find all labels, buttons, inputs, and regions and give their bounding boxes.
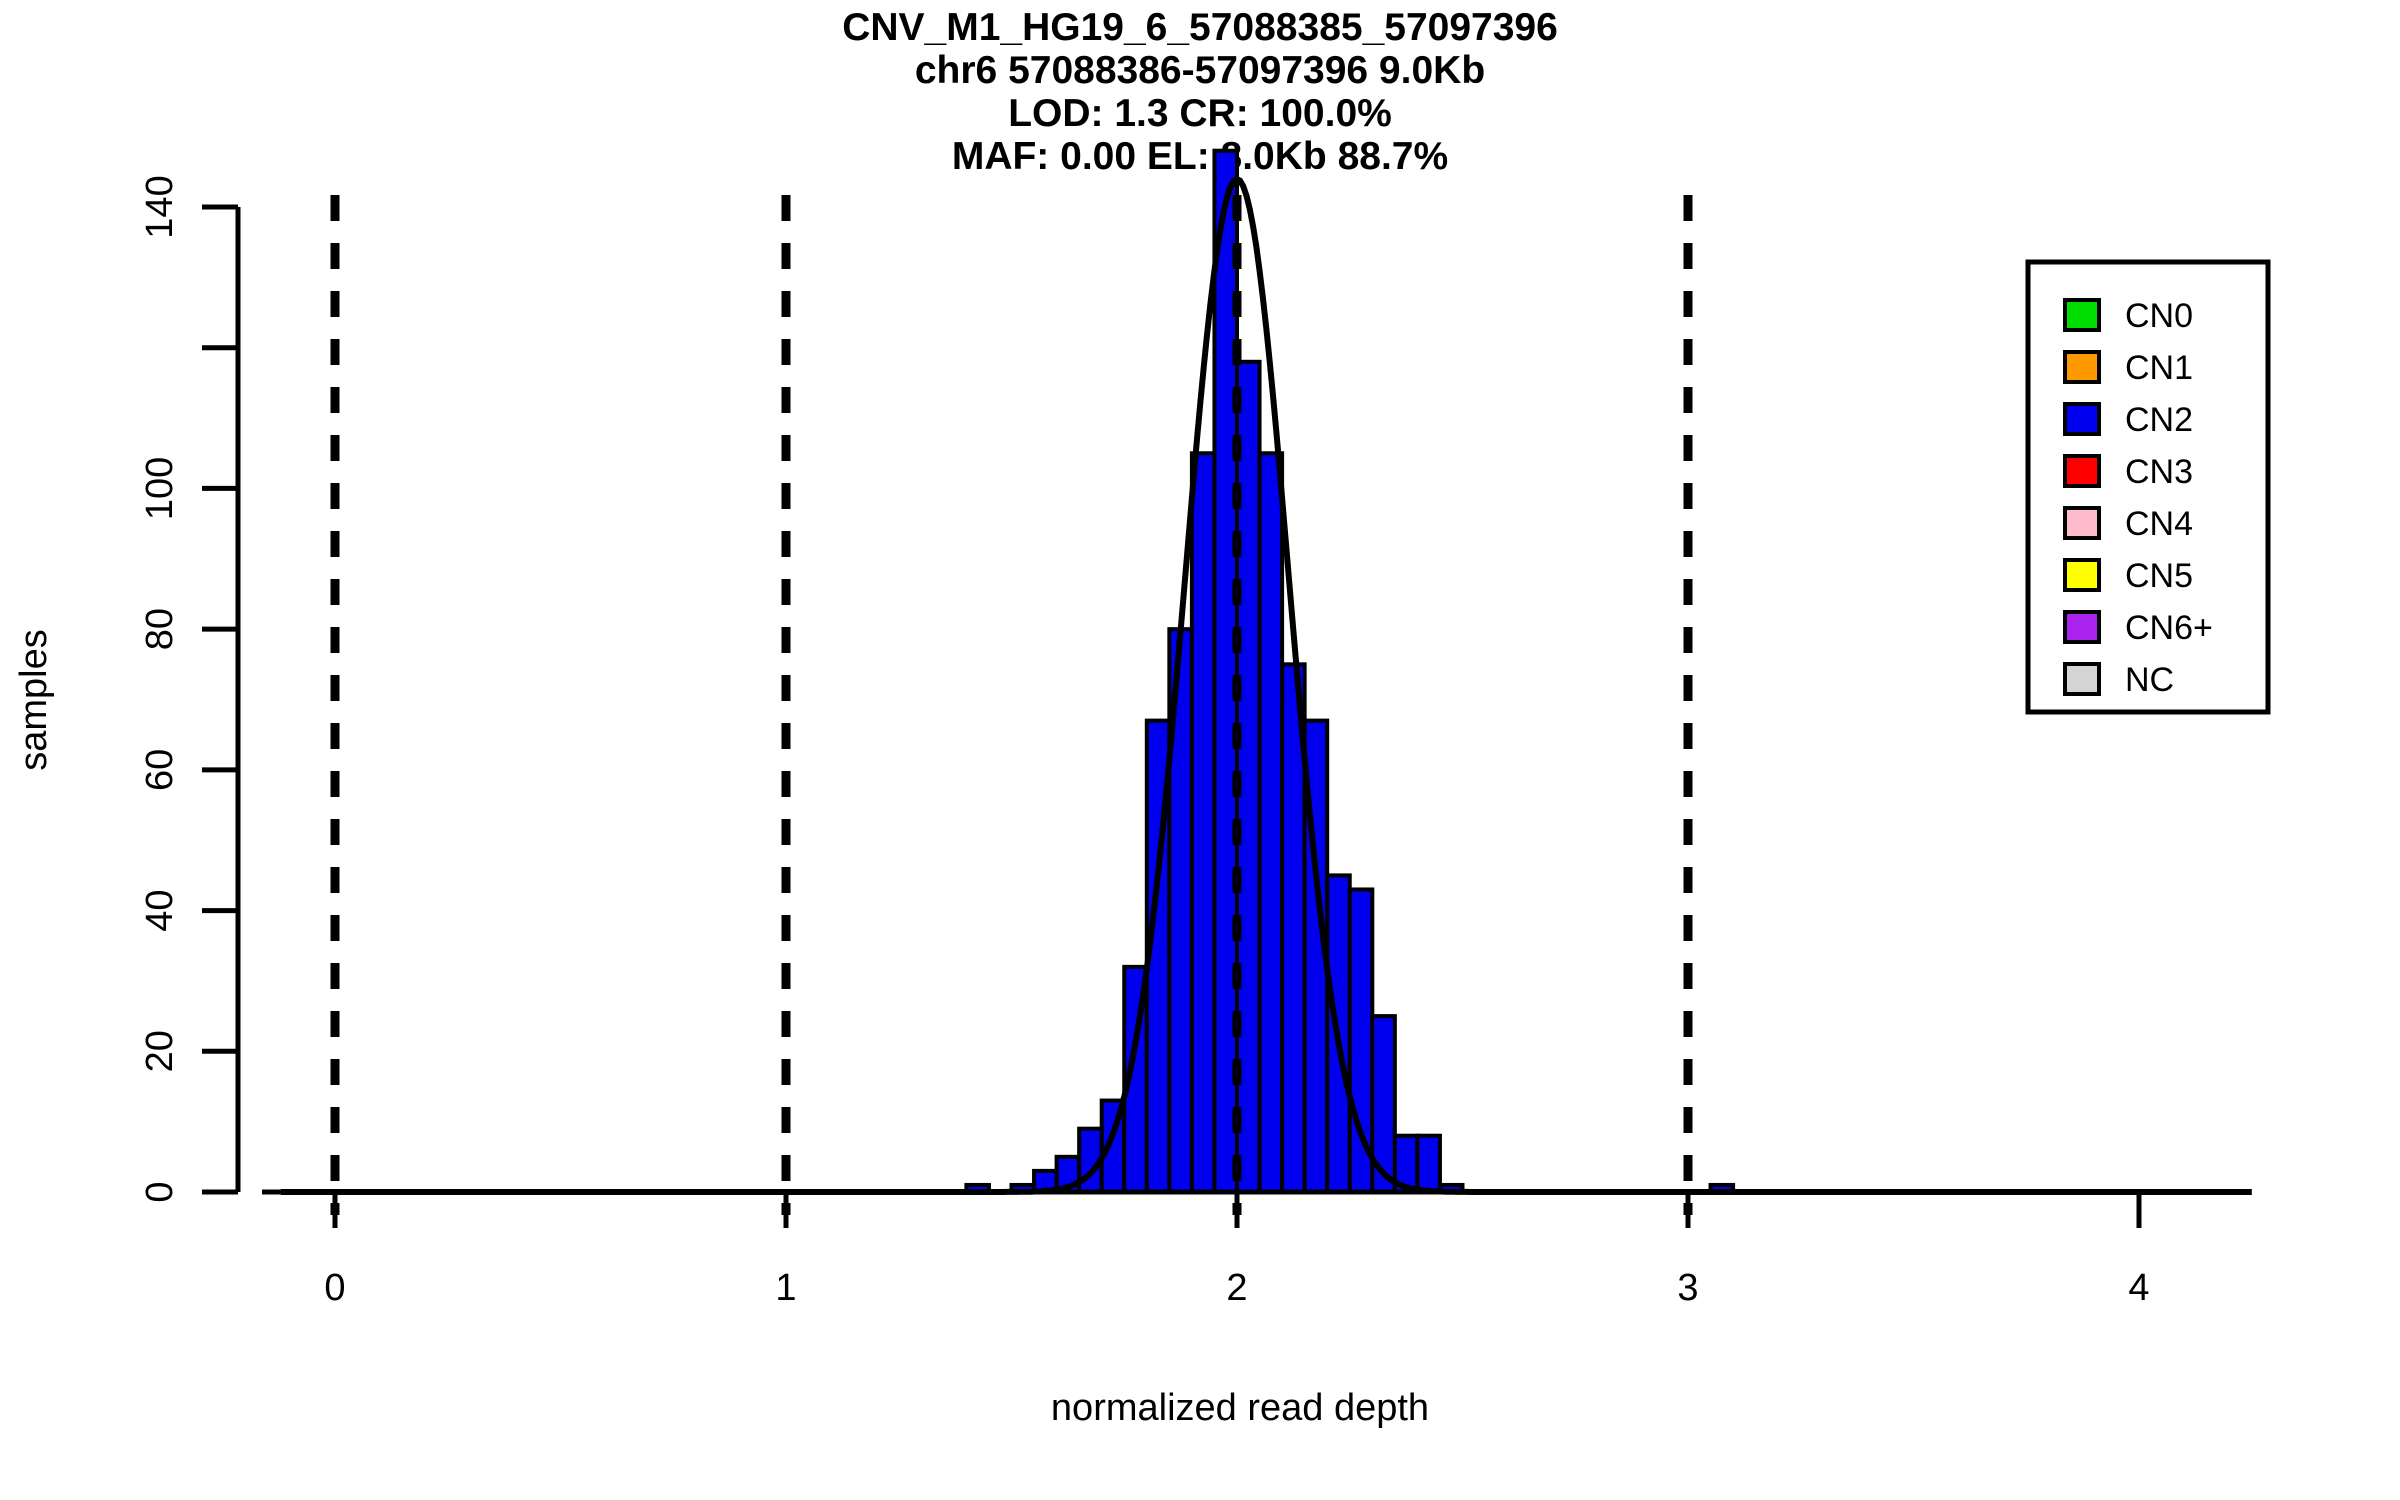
x-tick-label: 4 xyxy=(2128,1267,2149,1309)
legend-swatch-cn6plus xyxy=(2063,610,2101,644)
y-axis-label: samples xyxy=(13,629,55,771)
histogram-bars xyxy=(964,148,1736,1195)
legend-label: CN4 xyxy=(2125,505,2193,543)
y-tick-label: 20 xyxy=(139,1030,181,1072)
legend-label: CN0 xyxy=(2125,297,2193,335)
legend-swatch-cn1 xyxy=(2063,350,2101,384)
y-tick-label: 40 xyxy=(139,889,181,931)
y-tick-label: 140 xyxy=(139,175,181,238)
title-line-3: LOD: 1.3 CR: 100.0% xyxy=(1008,92,1392,135)
legend-swatch-nc xyxy=(2063,662,2101,696)
legend-label: NC xyxy=(2125,661,2174,699)
cn-boundary-lines xyxy=(330,195,1693,1215)
y-tick-label: 100 xyxy=(139,457,181,520)
y-tick-label: 80 xyxy=(139,608,181,650)
legend-swatch-cn5 xyxy=(2063,558,2101,592)
histogram-bar xyxy=(1415,1133,1442,1194)
x-tick-label: 0 xyxy=(324,1267,345,1309)
legend-swatch-cn4 xyxy=(2063,506,2101,540)
histogram-bar xyxy=(1189,451,1217,1194)
legend-swatch-cn3 xyxy=(2063,454,2101,488)
chart-title-block: CNV_M1_HG19_6_57088385_57097396 chr6 570… xyxy=(0,6,2400,178)
legend: CN0 CN1 CN2 CN3 CN4 CN5 CN6+ NC xyxy=(2025,259,2271,715)
y-axis-ticks: 0 20 40 60 80 100 140 xyxy=(139,175,238,1203)
legend-label: CN5 xyxy=(2125,557,2193,595)
title-line-1: CNV_M1_HG19_6_57088385_57097396 xyxy=(842,6,1558,49)
legend-swatch-cn0 xyxy=(2063,298,2101,332)
x-axis-label: normalized read depth xyxy=(1051,1387,1429,1429)
y-tick-label: 0 xyxy=(139,1181,181,1202)
x-axis-ticks: 0 1 2 3 4 xyxy=(324,1192,2150,1309)
title-line-2: chr6 57088386-57097396 9.0Kb xyxy=(914,49,1486,92)
legend-label: CN6+ xyxy=(2125,609,2213,647)
x-tick-label: 1 xyxy=(775,1267,796,1309)
histogram-bar xyxy=(1257,451,1285,1194)
x-tick-label: 3 xyxy=(1677,1267,1698,1309)
x-tick-label: 2 xyxy=(1226,1267,1247,1309)
y-tick-label: 60 xyxy=(139,749,181,791)
legend-label: CN3 xyxy=(2125,453,2193,491)
legend-label: CN2 xyxy=(2125,401,2193,439)
legend-label: CN1 xyxy=(2125,349,2193,387)
legend-swatch-cn2 xyxy=(2063,402,2101,436)
